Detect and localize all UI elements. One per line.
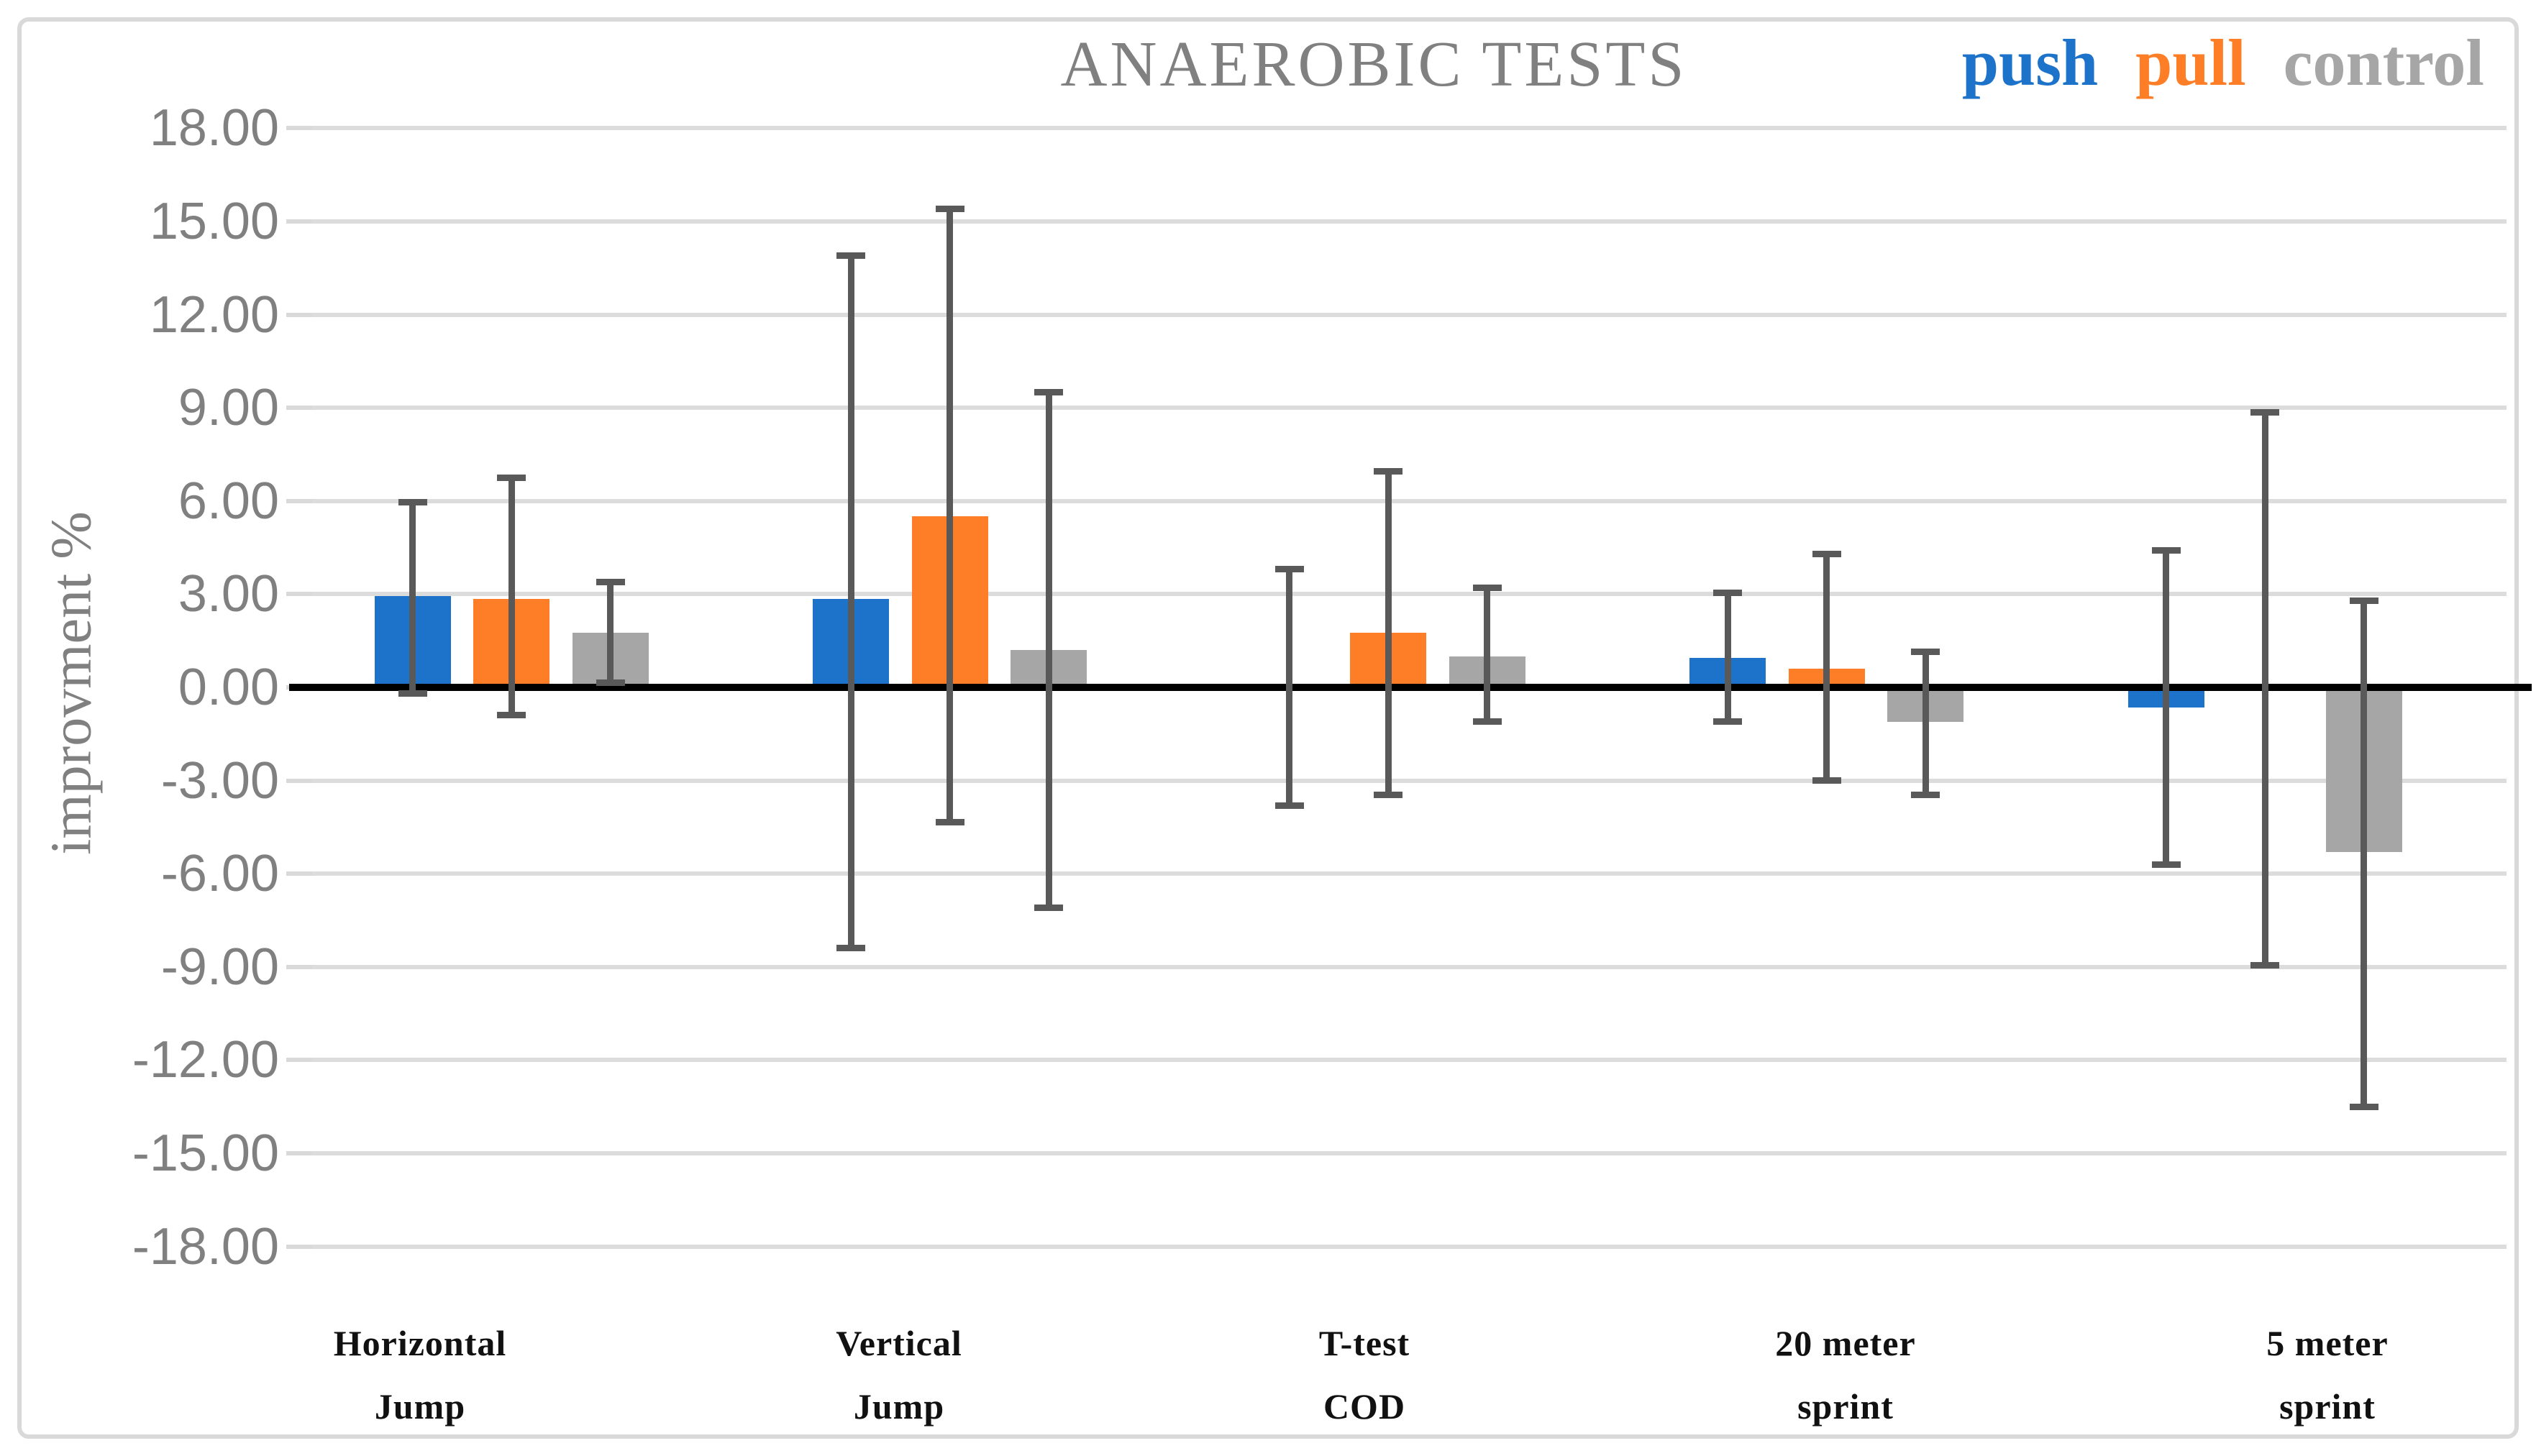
zero-axis-line <box>289 684 2532 691</box>
y-tickmark--9.00 <box>286 964 312 969</box>
error-cap-bottom-push-horizontal-jump <box>398 690 427 697</box>
y-tick-label: -15.00 <box>132 1125 279 1182</box>
error-bar-push-5-meter-sprint <box>2163 550 2170 865</box>
y-tickmark--18.00 <box>286 1244 312 1249</box>
error-bar-control-horizontal-jump <box>607 582 614 683</box>
x-axis-label-horizontal-jump: Horizontal Jump <box>333 1323 507 1427</box>
y-tick-label: -18.00 <box>132 1217 279 1276</box>
error-bar-push-horizontal-jump <box>409 502 416 694</box>
error-bar-control-vertical-jump <box>1045 392 1052 908</box>
gridline--12.00 <box>291 1058 2507 1063</box>
y-tick-label: 3.00 <box>178 565 279 623</box>
error-bar-control-5-meter-sprint <box>2361 600 2368 1107</box>
error-bar-control-20-meter-sprint <box>1922 651 1929 795</box>
gridline--15.00 <box>291 1151 2507 1155</box>
error-bar-push-t-test-cod <box>1286 569 1293 806</box>
chart-title: ANAEROBIC TESTS <box>1060 29 1687 100</box>
error-cap-bottom-push-5-meter-sprint <box>2151 861 2181 868</box>
error-cap-top-control-vertical-jump <box>1034 389 1064 396</box>
x-axis-label-5-meter-sprint: 5 meter sprint <box>2266 1323 2389 1427</box>
y-tick-label: 15.00 <box>149 193 279 250</box>
error-bar-pull-5-meter-sprint <box>2261 412 2268 966</box>
error-cap-top-pull-vertical-jump <box>935 206 964 213</box>
error-cap-bottom-control-20-meter-sprint <box>1911 791 1940 798</box>
y-tick-label: 12.00 <box>149 285 279 344</box>
legend: push pull control <box>1962 24 2484 101</box>
chart-border <box>17 17 2519 1439</box>
y-tick-label: -9.00 <box>160 938 279 996</box>
gridline-6.00 <box>291 498 2507 503</box>
y-tick-label: 0.00 <box>178 659 279 716</box>
error-cap-bottom-pull-t-test-cod <box>1374 791 1403 798</box>
x-axis-label-t-test-cod: T-test COD <box>1318 1323 1410 1427</box>
error-cap-bottom-pull-vertical-jump <box>935 819 964 826</box>
error-cap-bottom-control-t-test-cod <box>1472 718 1502 725</box>
y-tickmark--12.00 <box>286 1058 312 1063</box>
gridline-9.00 <box>291 406 2507 411</box>
error-bar-control-t-test-cod <box>1484 587 1491 722</box>
y-tick-label: 6.00 <box>178 472 279 530</box>
error-cap-top-push-vertical-jump <box>836 252 866 260</box>
error-cap-top-control-20-meter-sprint <box>1911 648 1940 655</box>
legend-item-push: push <box>1961 26 2099 99</box>
gridline--3.00 <box>291 778 2507 783</box>
y-tickmark--15.00 <box>286 1151 312 1155</box>
error-bar-pull-horizontal-jump <box>508 477 515 715</box>
legend-item-pull: pull <box>2135 26 2246 99</box>
x-axis-label-vertical-jump: Vertical Jump <box>836 1323 962 1427</box>
error-cap-top-pull-horizontal-jump <box>497 474 526 481</box>
y-tick-label: 9.00 <box>178 379 279 437</box>
error-cap-top-push-20-meter-sprint <box>1713 589 1743 596</box>
error-cap-top-control-horizontal-jump <box>596 578 625 585</box>
error-cap-top-control-t-test-cod <box>1472 585 1502 592</box>
gridline-18.00 <box>291 126 2507 131</box>
y-tickmark--3.00 <box>286 778 312 783</box>
error-cap-bottom-control-horizontal-jump <box>596 679 625 687</box>
error-cap-top-pull-t-test-cod <box>1374 468 1403 475</box>
y-tickmark-18.00 <box>286 126 312 131</box>
error-cap-bottom-control-5-meter-sprint <box>2349 1103 2378 1110</box>
error-cap-bottom-pull-horizontal-jump <box>497 712 526 719</box>
gridline-3.00 <box>291 592 2507 597</box>
gridline--18.00 <box>291 1244 2507 1249</box>
error-cap-top-control-5-meter-sprint <box>2349 597 2378 604</box>
error-cap-top-pull-5-meter-sprint <box>2250 409 2280 416</box>
error-cap-bottom-push-20-meter-sprint <box>1713 718 1743 725</box>
error-cap-top-pull-20-meter-sprint <box>1812 550 1841 557</box>
error-bar-pull-vertical-jump <box>947 209 954 823</box>
x-axis-label-20-meter-sprint: 20 meter sprint <box>1775 1323 1916 1427</box>
y-tickmark-12.00 <box>286 312 312 317</box>
y-tickmark-9.00 <box>286 406 312 411</box>
y-tick-label: 18.00 <box>149 99 279 157</box>
y-tick-label: -3.00 <box>160 751 279 810</box>
gridline-15.00 <box>291 219 2507 224</box>
error-cap-top-push-horizontal-jump <box>398 499 427 506</box>
y-tick-label: -12.00 <box>132 1031 279 1089</box>
error-cap-bottom-control-vertical-jump <box>1034 905 1064 912</box>
error-cap-top-push-5-meter-sprint <box>2151 547 2181 554</box>
y-tickmark-15.00 <box>286 219 312 224</box>
y-tickmark-3.00 <box>286 592 312 597</box>
y-tickmark--6.00 <box>286 871 312 876</box>
legend-item-control: control <box>2283 26 2484 99</box>
error-cap-bottom-push-t-test-cod <box>1274 802 1304 809</box>
y-tickmark-6.00 <box>286 498 312 503</box>
error-bar-pull-t-test-cod <box>1385 471 1392 795</box>
gridline--6.00 <box>291 871 2507 876</box>
error-cap-top-push-t-test-cod <box>1274 566 1304 573</box>
error-bar-pull-20-meter-sprint <box>1823 554 1830 781</box>
error-cap-bottom-push-vertical-jump <box>836 945 866 952</box>
y-tick-label: -6.00 <box>160 845 279 903</box>
error-bar-push-20-meter-sprint <box>1724 592 1731 722</box>
error-bar-push-vertical-jump <box>847 255 854 948</box>
error-cap-bottom-pull-5-meter-sprint <box>2250 962 2280 969</box>
gridline-12.00 <box>291 312 2507 317</box>
error-cap-bottom-pull-20-meter-sprint <box>1812 777 1841 784</box>
gridline--9.00 <box>291 964 2507 969</box>
